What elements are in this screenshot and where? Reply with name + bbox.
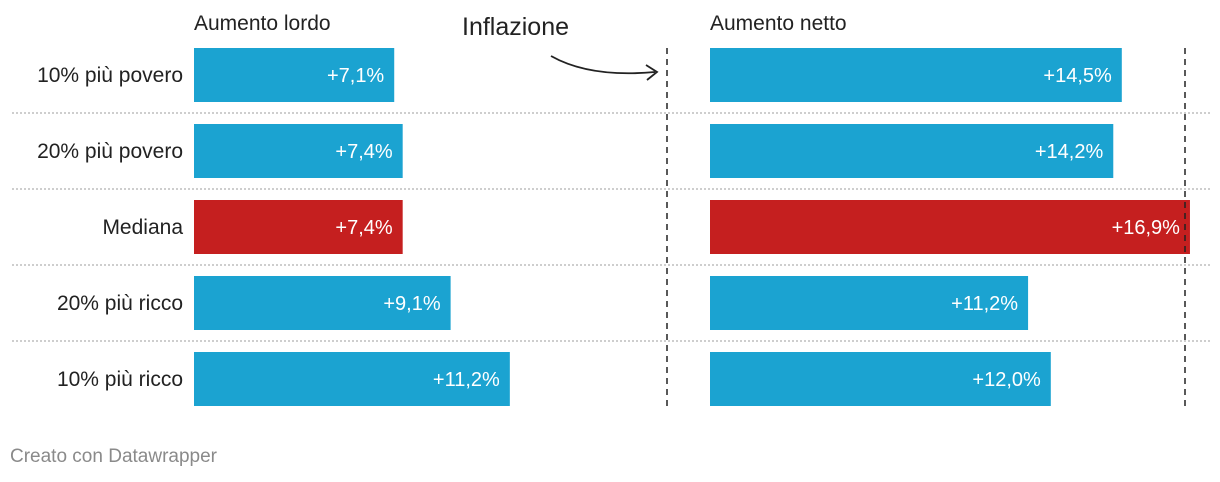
- bar-value-label: +12,0%: [972, 369, 1041, 391]
- inflation-annotation: Inflazione: [462, 13, 659, 81]
- bar: [710, 124, 1114, 178]
- bar: [194, 352, 510, 406]
- category-label: Mediana: [102, 216, 183, 239]
- category-label: 10% più ricco: [57, 368, 183, 391]
- bar: [194, 48, 395, 102]
- panel-title: Aumento lordo: [194, 12, 331, 35]
- category-label: 10% più povero: [37, 64, 183, 87]
- bar-value-label: +16,9%: [1112, 217, 1181, 239]
- footer-credit: Creato con Datawrapper: [10, 446, 217, 467]
- annotation-arrow: [550, 55, 656, 75]
- bar: [194, 124, 403, 178]
- bar-value-label: +14,2%: [1035, 141, 1104, 163]
- bar-value-label: +7,4%: [335, 141, 392, 163]
- bar-value-label: +11,2%: [951, 293, 1018, 315]
- row-separators: [12, 112, 1212, 342]
- annotation-label: Inflazione: [462, 13, 569, 41]
- panel-aumento-lordo: Aumento lordo +7,1% +7,4% +7,4% +9,1% +11,2%: [194, 12, 668, 407]
- bar-value-label: +11,2%: [433, 369, 500, 391]
- bar: [710, 352, 1051, 406]
- bar-value-label: +9,1%: [383, 293, 440, 315]
- bar: [194, 200, 403, 254]
- bar-value-label: +14,5%: [1043, 65, 1112, 87]
- bar-value-label: +7,4%: [335, 217, 392, 239]
- category-labels: 10% più povero 20% più povero Mediana 20% p…: [37, 64, 183, 391]
- bar-value-label: +7,1%: [327, 65, 384, 87]
- bar: [710, 200, 1190, 254]
- category-label: 20% più ricco: [57, 292, 183, 315]
- panel-aumento-netto: Aumento netto +14,5% +14,2% +16,9% +11,2% +12…: [710, 12, 1190, 407]
- annotation-arrowhead: [645, 64, 659, 81]
- bar: [194, 276, 451, 330]
- bar: [710, 276, 1029, 330]
- category-label: 20% più povero: [37, 140, 183, 163]
- bar: [710, 48, 1122, 102]
- panel-title: Aumento netto: [710, 12, 847, 35]
